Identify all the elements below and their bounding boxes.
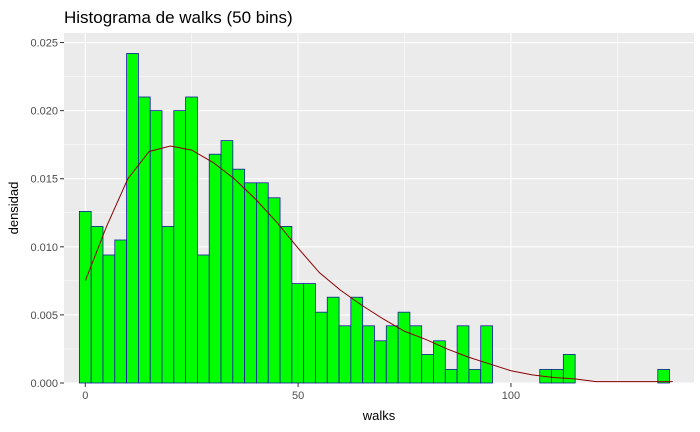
histogram-bar bbox=[102, 254, 116, 384]
histogram-bar bbox=[137, 96, 151, 384]
histogram-bar bbox=[279, 225, 293, 384]
histogram-bar bbox=[362, 325, 375, 384]
histogram-bar bbox=[326, 296, 340, 384]
histogram-bar bbox=[232, 168, 246, 384]
histogram-bar bbox=[315, 311, 328, 384]
y-axis-ticks: 0.000 0.005 0.010 0.015 0.020 0.025 bbox=[30, 38, 64, 390]
y-tick-label: 0.025 bbox=[30, 38, 58, 50]
histogram-bar bbox=[468, 368, 482, 384]
histogram-bar bbox=[78, 211, 92, 384]
histogram-bar bbox=[149, 110, 163, 384]
histogram-bar bbox=[126, 53, 139, 384]
x-axis-title: walks bbox=[362, 408, 396, 423]
x-axis-ticks: 0 50 100 bbox=[82, 383, 520, 402]
histogram-bar bbox=[256, 182, 269, 384]
histogram-bar bbox=[208, 153, 222, 384]
histogram-bar bbox=[374, 340, 387, 384]
histogram-bar bbox=[185, 96, 198, 384]
histogram-bar bbox=[444, 368, 458, 384]
x-tick-label: 100 bbox=[502, 390, 520, 402]
histogram-bar bbox=[291, 283, 305, 384]
histogram-bar bbox=[338, 325, 352, 384]
histogram-bar bbox=[244, 182, 257, 384]
histogram-bar bbox=[562, 354, 576, 384]
y-tick-label: 0.005 bbox=[30, 310, 58, 322]
histogram-bars bbox=[78, 53, 670, 384]
y-tick-label: 0.010 bbox=[30, 242, 58, 254]
y-axis-title: densidad bbox=[6, 182, 21, 235]
histogram-bar bbox=[385, 325, 399, 384]
histogram-bar bbox=[303, 283, 316, 384]
histogram-bar bbox=[551, 368, 564, 384]
histogram-bar bbox=[480, 325, 493, 384]
chart-title: Histograma de walks (50 bins) bbox=[64, 8, 293, 27]
histogram-bar bbox=[456, 325, 470, 384]
y-tick-label: 0.015 bbox=[30, 174, 58, 186]
density-curve bbox=[84, 145, 673, 383]
x-tick-label: 0 bbox=[82, 390, 88, 402]
histogram-bar bbox=[220, 140, 234, 384]
histogram-bar bbox=[267, 197, 281, 384]
x-tick-label: 50 bbox=[292, 390, 304, 402]
histogram-bar bbox=[114, 239, 127, 384]
y-tick-label: 0.000 bbox=[30, 378, 58, 390]
histogram-bar bbox=[197, 254, 210, 384]
histogram-bar bbox=[161, 225, 175, 384]
histogram-bar bbox=[397, 311, 411, 384]
histogram-bar bbox=[350, 296, 364, 384]
y-tick-label: 0.020 bbox=[30, 106, 58, 118]
histogram-bar bbox=[173, 110, 187, 384]
histogram-bar bbox=[657, 368, 670, 384]
histogram-bar bbox=[433, 340, 446, 384]
histogram-bar bbox=[421, 354, 434, 384]
